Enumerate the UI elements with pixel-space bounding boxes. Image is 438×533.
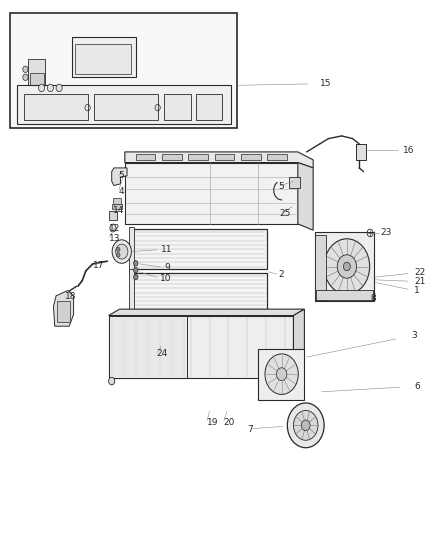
Bar [131, 229, 267, 269]
Bar [356, 144, 366, 160]
Polygon shape [125, 163, 298, 224]
Polygon shape [112, 168, 127, 185]
Circle shape [343, 262, 350, 271]
Text: 18: 18 [65, 293, 76, 301]
Circle shape [134, 268, 138, 273]
Bar [109, 211, 117, 220]
Text: 3: 3 [412, 332, 417, 340]
Polygon shape [109, 316, 293, 378]
Bar [72, 37, 136, 77]
Bar [94, 94, 158, 120]
Polygon shape [298, 163, 313, 230]
Bar [10, 13, 237, 128]
Bar [17, 85, 231, 124]
Circle shape [287, 403, 324, 448]
Text: 1: 1 [414, 286, 420, 295]
Polygon shape [109, 309, 304, 316]
Bar [112, 204, 122, 209]
Text: 5: 5 [278, 182, 284, 191]
Polygon shape [293, 309, 304, 378]
Circle shape [134, 261, 138, 266]
Bar [30, 73, 44, 86]
Bar [136, 154, 155, 160]
Circle shape [265, 354, 298, 394]
Circle shape [117, 253, 120, 257]
Circle shape [293, 410, 318, 440]
Text: 11: 11 [161, 245, 173, 254]
Bar [316, 290, 373, 300]
Polygon shape [125, 152, 313, 168]
Text: 23: 23 [380, 229, 392, 237]
Text: 4: 4 [118, 188, 124, 196]
Bar [267, 154, 287, 160]
Bar [57, 301, 70, 322]
Text: 19: 19 [207, 418, 218, 426]
Text: 10: 10 [160, 274, 171, 282]
Bar [129, 227, 134, 272]
Text: 9: 9 [164, 263, 170, 272]
Text: 17: 17 [93, 261, 105, 270]
Circle shape [23, 74, 28, 80]
Text: 2: 2 [278, 270, 284, 279]
Text: 15: 15 [320, 79, 331, 88]
Bar [258, 349, 304, 400]
Text: 14: 14 [113, 206, 124, 214]
Bar [24, 94, 88, 120]
Text: 7: 7 [247, 425, 253, 433]
Text: 8: 8 [370, 294, 376, 303]
Circle shape [134, 274, 138, 280]
Bar [131, 273, 267, 312]
Text: 6: 6 [414, 382, 420, 391]
Circle shape [276, 368, 287, 381]
Bar [109, 316, 187, 378]
Bar [196, 94, 222, 120]
Bar [164, 94, 191, 120]
FancyBboxPatch shape [14, 44, 58, 106]
Text: 13: 13 [109, 234, 120, 243]
Polygon shape [53, 290, 74, 326]
Text: 21: 21 [414, 277, 425, 286]
Text: 24: 24 [157, 350, 168, 358]
Text: 25: 25 [279, 209, 291, 217]
Circle shape [39, 84, 45, 92]
Bar [315, 235, 326, 300]
Circle shape [117, 247, 120, 252]
Circle shape [324, 239, 370, 294]
Text: 20: 20 [223, 418, 235, 426]
Bar [75, 44, 131, 74]
Circle shape [47, 84, 53, 92]
Bar [315, 232, 374, 301]
Circle shape [337, 255, 357, 278]
Circle shape [109, 377, 115, 385]
Bar [188, 154, 208, 160]
Bar [215, 154, 234, 160]
Text: 22: 22 [414, 269, 425, 277]
Text: 16: 16 [403, 146, 414, 155]
Bar [289, 177, 300, 188]
Bar [162, 154, 182, 160]
Circle shape [116, 244, 128, 259]
Bar [129, 269, 134, 314]
Bar [241, 154, 261, 160]
Bar [113, 198, 121, 204]
Circle shape [110, 224, 116, 232]
Bar [28, 59, 45, 88]
Circle shape [56, 84, 62, 92]
Circle shape [112, 240, 131, 263]
Text: 5: 5 [118, 172, 124, 180]
Text: 12: 12 [109, 224, 120, 232]
Circle shape [23, 66, 28, 72]
Circle shape [301, 420, 310, 431]
